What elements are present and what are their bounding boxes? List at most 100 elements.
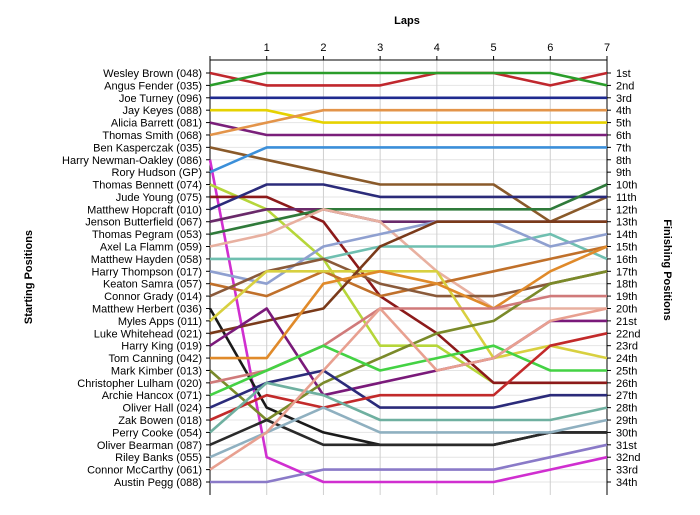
finish-label: 19th (616, 291, 637, 303)
driver-label: Axel La Flamm (059) (100, 242, 202, 254)
series-line (209, 269, 608, 360)
series-line (209, 381, 608, 434)
finish-label: 16th (616, 254, 637, 266)
driver-label: Luke Whitehead (021) (94, 328, 202, 340)
finish-label: 20th (616, 303, 637, 315)
finish-label: 17th (616, 266, 637, 278)
series-line (209, 406, 608, 459)
series-line (209, 307, 608, 471)
finish-label: 32nd (616, 452, 640, 464)
x-tick-label: 4 (434, 42, 440, 54)
finish-label: 30th (616, 427, 637, 439)
series-line (210, 232, 608, 261)
driver-label: Rory Hudson (GP) (112, 167, 202, 179)
x-axis-title: Laps (394, 15, 420, 27)
series-line (209, 146, 608, 223)
driver-label: Matthew Herbert (036) (92, 303, 202, 315)
driver-label: Harry Newman-Oakley (086) (62, 155, 202, 167)
series-line (208, 159, 608, 484)
driver-label: Wesley Brown (048) (103, 68, 202, 80)
finish-label: 7th (616, 142, 631, 154)
driver-label: Archie Hancox (071) (102, 390, 202, 402)
finish-label: 31st (616, 440, 637, 452)
series-line (209, 146, 607, 174)
series-line (209, 71, 608, 87)
finish-label: 28th (616, 403, 637, 415)
series-line (209, 418, 607, 447)
finish-label: 27th (616, 390, 637, 402)
series-line (209, 369, 607, 409)
driver-label: Oliver Hall (024) (123, 403, 202, 415)
right-axis-title: Finishing Positions (661, 219, 673, 320)
finish-label: 2nd (616, 80, 634, 92)
driver-label: Mark Kimber (013) (111, 365, 202, 377)
series-line (209, 71, 608, 87)
driver-label: Ben Kasperczak (035) (93, 142, 202, 154)
driver-label: Connor McCarthy (061) (87, 465, 202, 477)
finish-label: 23rd (616, 341, 638, 353)
driver-label: Angus Fender (035) (104, 80, 202, 92)
finish-label: 34th (616, 477, 637, 489)
series-layer (208, 71, 608, 484)
driver-label: Tom Canning (042) (108, 353, 202, 365)
driver-label: Keaton Samra (057) (103, 279, 202, 291)
x-tick-label: 1 (264, 42, 270, 54)
finish-label: 14th (616, 229, 637, 241)
finish-label: 15th (616, 242, 637, 254)
series-line (209, 220, 608, 286)
series-line (209, 332, 608, 422)
series-line (209, 183, 607, 211)
driver-label: Harry Thompson (017) (92, 266, 202, 278)
series-line (210, 443, 608, 484)
finish-label: 11th (616, 192, 637, 204)
finish-label: 33rd (616, 465, 638, 477)
driver-label: Jenson Butterfield (067) (85, 217, 202, 229)
series-line (209, 121, 607, 137)
finish-label: 25th (616, 365, 637, 377)
series-line (209, 270, 608, 422)
series-line (209, 257, 608, 298)
driver-label: Joe Turney (096) (119, 93, 202, 105)
finish-label: 3rd (616, 93, 632, 105)
finish-label: 29th (616, 415, 637, 427)
driver-label: Zak Bowen (018) (118, 415, 202, 427)
finish-label: 1st (616, 68, 631, 80)
finish-label: 6th (616, 130, 631, 142)
driver-label: Christopher Lulham (020) (77, 378, 202, 390)
x-tick-label: 7 (604, 42, 610, 54)
finish-label: 21st (616, 316, 637, 328)
driver-label: Oliver Bearman (087) (97, 440, 202, 452)
finish-label: 5th (616, 118, 631, 130)
label-layer: 1 2 3 4 5 6 7 Wesley Brown (048)Angus Fender (0… (62, 42, 640, 489)
x-tick-label: 5 (491, 42, 497, 54)
left-axis-title: Starting Positions (23, 230, 35, 324)
x-tick-label: 2 (320, 42, 326, 54)
driver-label: Thomas Bennett (074) (93, 180, 202, 192)
series-line (210, 108, 607, 124)
driver-label: Jay Keyes (088) (123, 105, 202, 117)
series-line (209, 183, 608, 236)
finish-label: 12th (616, 204, 637, 216)
driver-label: Matthew Hopcraft (010) (87, 204, 202, 216)
series-line (209, 108, 607, 137)
driver-label: Myles Apps (011) (118, 316, 202, 328)
driver-label: Harry King (019) (121, 341, 202, 353)
series-line (209, 220, 607, 335)
driver-label: Thomas Pegram (053) (92, 229, 202, 241)
series-line (209, 344, 607, 397)
finish-label: 26th (616, 378, 637, 390)
driver-label: Thomas Smith (068) (102, 130, 202, 142)
x-tick-label: 6 (547, 42, 553, 54)
series-line (210, 195, 607, 385)
driver-label: Riley Banks (055) (115, 452, 202, 464)
finish-label: 18th (616, 279, 637, 291)
finish-label: 24th (616, 353, 637, 365)
finish-label: 8th (616, 155, 631, 167)
finish-label: 10th (616, 180, 637, 192)
finish-label: 13th (616, 217, 637, 229)
driver-label: Austin Pegg (088) (114, 477, 202, 489)
driver-label: Matthew Hayden (058) (91, 254, 202, 266)
driver-label: Jude Young (075) (116, 192, 202, 204)
